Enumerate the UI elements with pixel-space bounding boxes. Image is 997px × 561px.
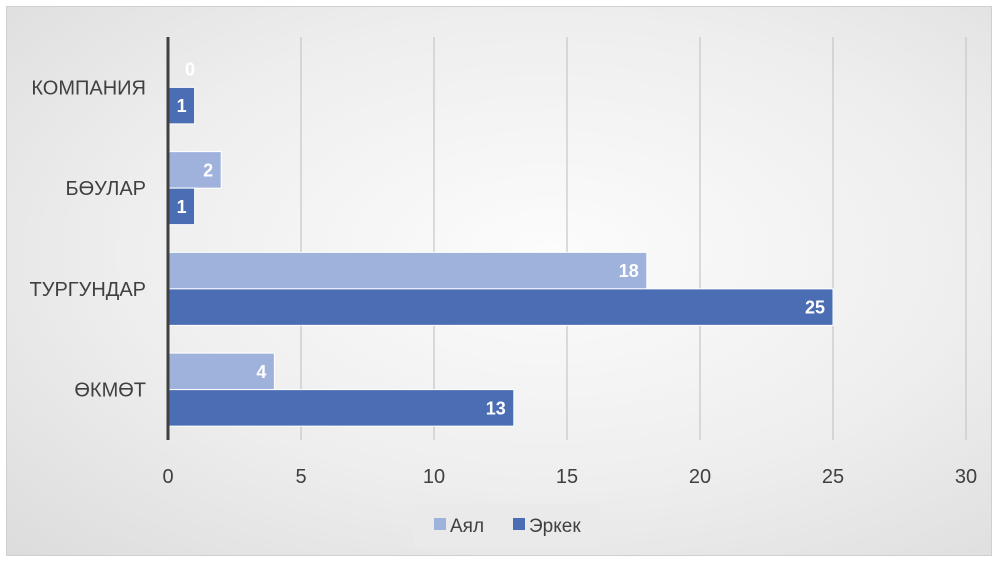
legend-label: Эркек: [529, 516, 581, 537]
x-tick-label: 30: [955, 466, 977, 488]
x-tick-label: 5: [295, 466, 306, 488]
data-label: 0: [185, 60, 195, 80]
category-label: БӨУЛАР: [65, 178, 146, 200]
legend-label: Аял: [450, 516, 484, 537]
legend-swatch: [434, 518, 446, 530]
bar-male: [168, 390, 514, 427]
bar-female: [168, 252, 647, 289]
category-label: ӨКМӨТ: [74, 380, 146, 402]
category-label: ТУРГУНДАР: [30, 279, 146, 301]
bar-male: [168, 289, 833, 326]
data-label: 1: [177, 96, 187, 116]
category-label: КОМПАНИЯ: [31, 77, 146, 99]
data-label: 2: [203, 160, 213, 180]
x-tick-label: 20: [689, 466, 711, 488]
bar-female: [168, 152, 221, 189]
data-label: 13: [486, 398, 506, 418]
x-tick-label: 15: [556, 466, 578, 488]
data-label: 1: [177, 197, 187, 217]
bars: [168, 87, 833, 426]
data-label: 18: [619, 261, 639, 281]
legend-swatch: [513, 518, 525, 530]
x-tick-label: 25: [822, 466, 844, 488]
data-label: 25: [805, 298, 825, 318]
legend: Аял Эркек: [414, 505, 601, 547]
data-label: 4: [256, 362, 266, 382]
x-tick-label: 0: [162, 466, 173, 488]
x-tick-label: 10: [423, 466, 445, 488]
gridlines: [301, 37, 966, 440]
